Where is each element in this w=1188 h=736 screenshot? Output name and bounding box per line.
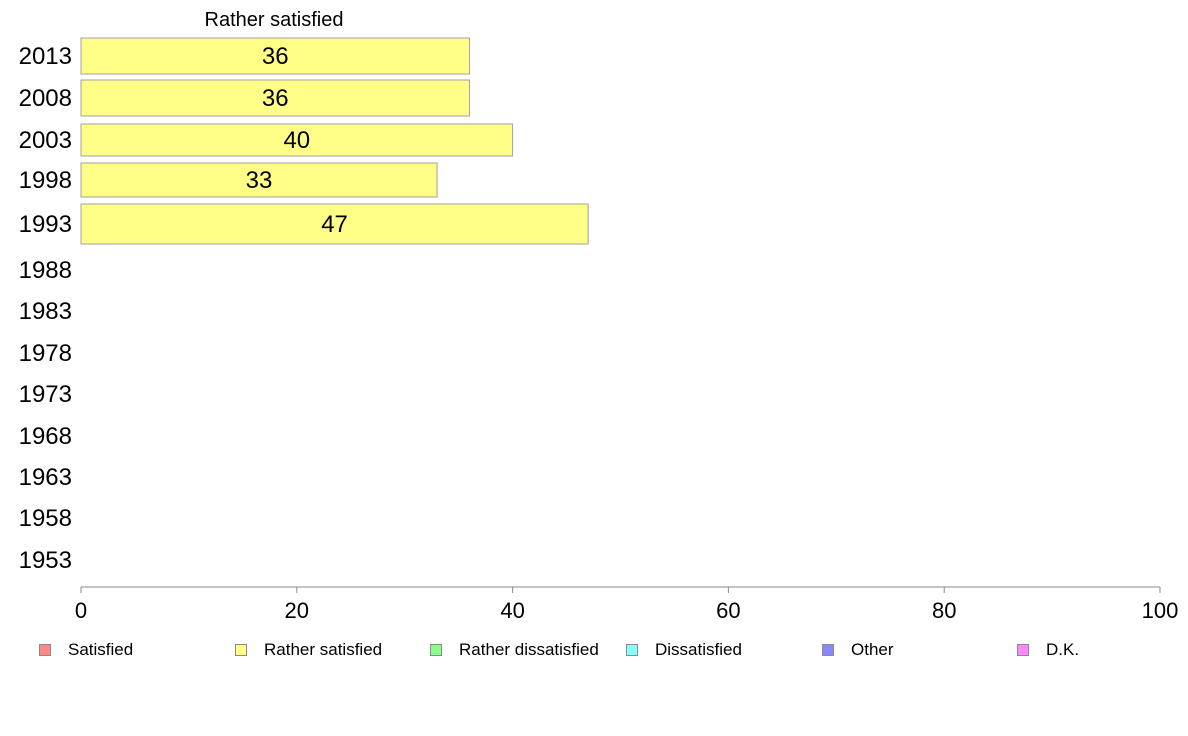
year-labels: 2013 2008 2003 1998 1993 1988 1983 1978 1973 1968… [19, 43, 72, 574]
legend-item: Rather satisfied [235, 638, 382, 662]
year-label: 1958 [19, 505, 72, 532]
legend-swatch [822, 644, 834, 656]
legend-swatch [1017, 644, 1029, 656]
bar [80, 79, 470, 117]
x-tick-label: 60 [716, 598, 740, 623]
legend: Satisfied Rather satisfied Rather dissatis… [0, 638, 1188, 662]
year-label: 1983 [19, 298, 72, 325]
legend-swatch [626, 644, 638, 656]
x-tick-label: 0 [75, 598, 87, 623]
legend-item: Satisfied [39, 638, 133, 662]
legend-label: Rather dissatisfied [459, 640, 599, 659]
legend-label: Other [851, 640, 894, 659]
legend-swatch [39, 644, 51, 656]
bar [80, 123, 514, 157]
legend-label: Satisfied [68, 640, 134, 659]
legend-item: Dissatisfied [626, 638, 742, 662]
year-label: 1968 [19, 423, 72, 450]
year-label: 1978 [19, 340, 72, 367]
bar [80, 162, 438, 198]
bar-value-label: 36 [262, 85, 289, 112]
legend-swatch [235, 644, 247, 656]
x-tick-label: 80 [932, 598, 956, 623]
x-axis: 0 20 40 60 80 100 [75, 586, 1179, 623]
year-label: 1973 [19, 381, 72, 408]
year-label: 1993 [19, 211, 72, 238]
legend-item: Rather dissatisfied [430, 638, 599, 662]
year-label: 1963 [19, 464, 72, 491]
legend-item: Other [822, 638, 894, 662]
legend-item: D.K. [1017, 638, 1079, 662]
year-label: 2003 [19, 127, 72, 154]
year-label: 1953 [19, 547, 72, 574]
year-label: 1998 [19, 167, 72, 194]
bars-layer: 36 36 40 33 47 [80, 37, 589, 245]
x-tick-label: 40 [500, 598, 524, 623]
legend-swatch [430, 644, 442, 656]
bar-value-label: 36 [262, 43, 289, 70]
series-title: Rather satisfied [205, 9, 344, 31]
x-tick-label: 100 [1142, 598, 1179, 623]
legend-label: D.K. [1046, 640, 1080, 659]
x-tick-label: 20 [285, 598, 309, 623]
bar [80, 37, 470, 75]
bar-value-label: 47 [321, 211, 348, 238]
bar [80, 203, 589, 245]
legend-label: Rather satisfied [264, 640, 383, 659]
year-label: 1988 [19, 257, 72, 284]
bar-value-label: 40 [283, 127, 310, 154]
bar-value-label: 33 [246, 167, 273, 194]
year-label: 2008 [19, 85, 72, 112]
legend-label: Dissatisfied [655, 640, 742, 659]
year-label: 2013 [19, 43, 72, 70]
